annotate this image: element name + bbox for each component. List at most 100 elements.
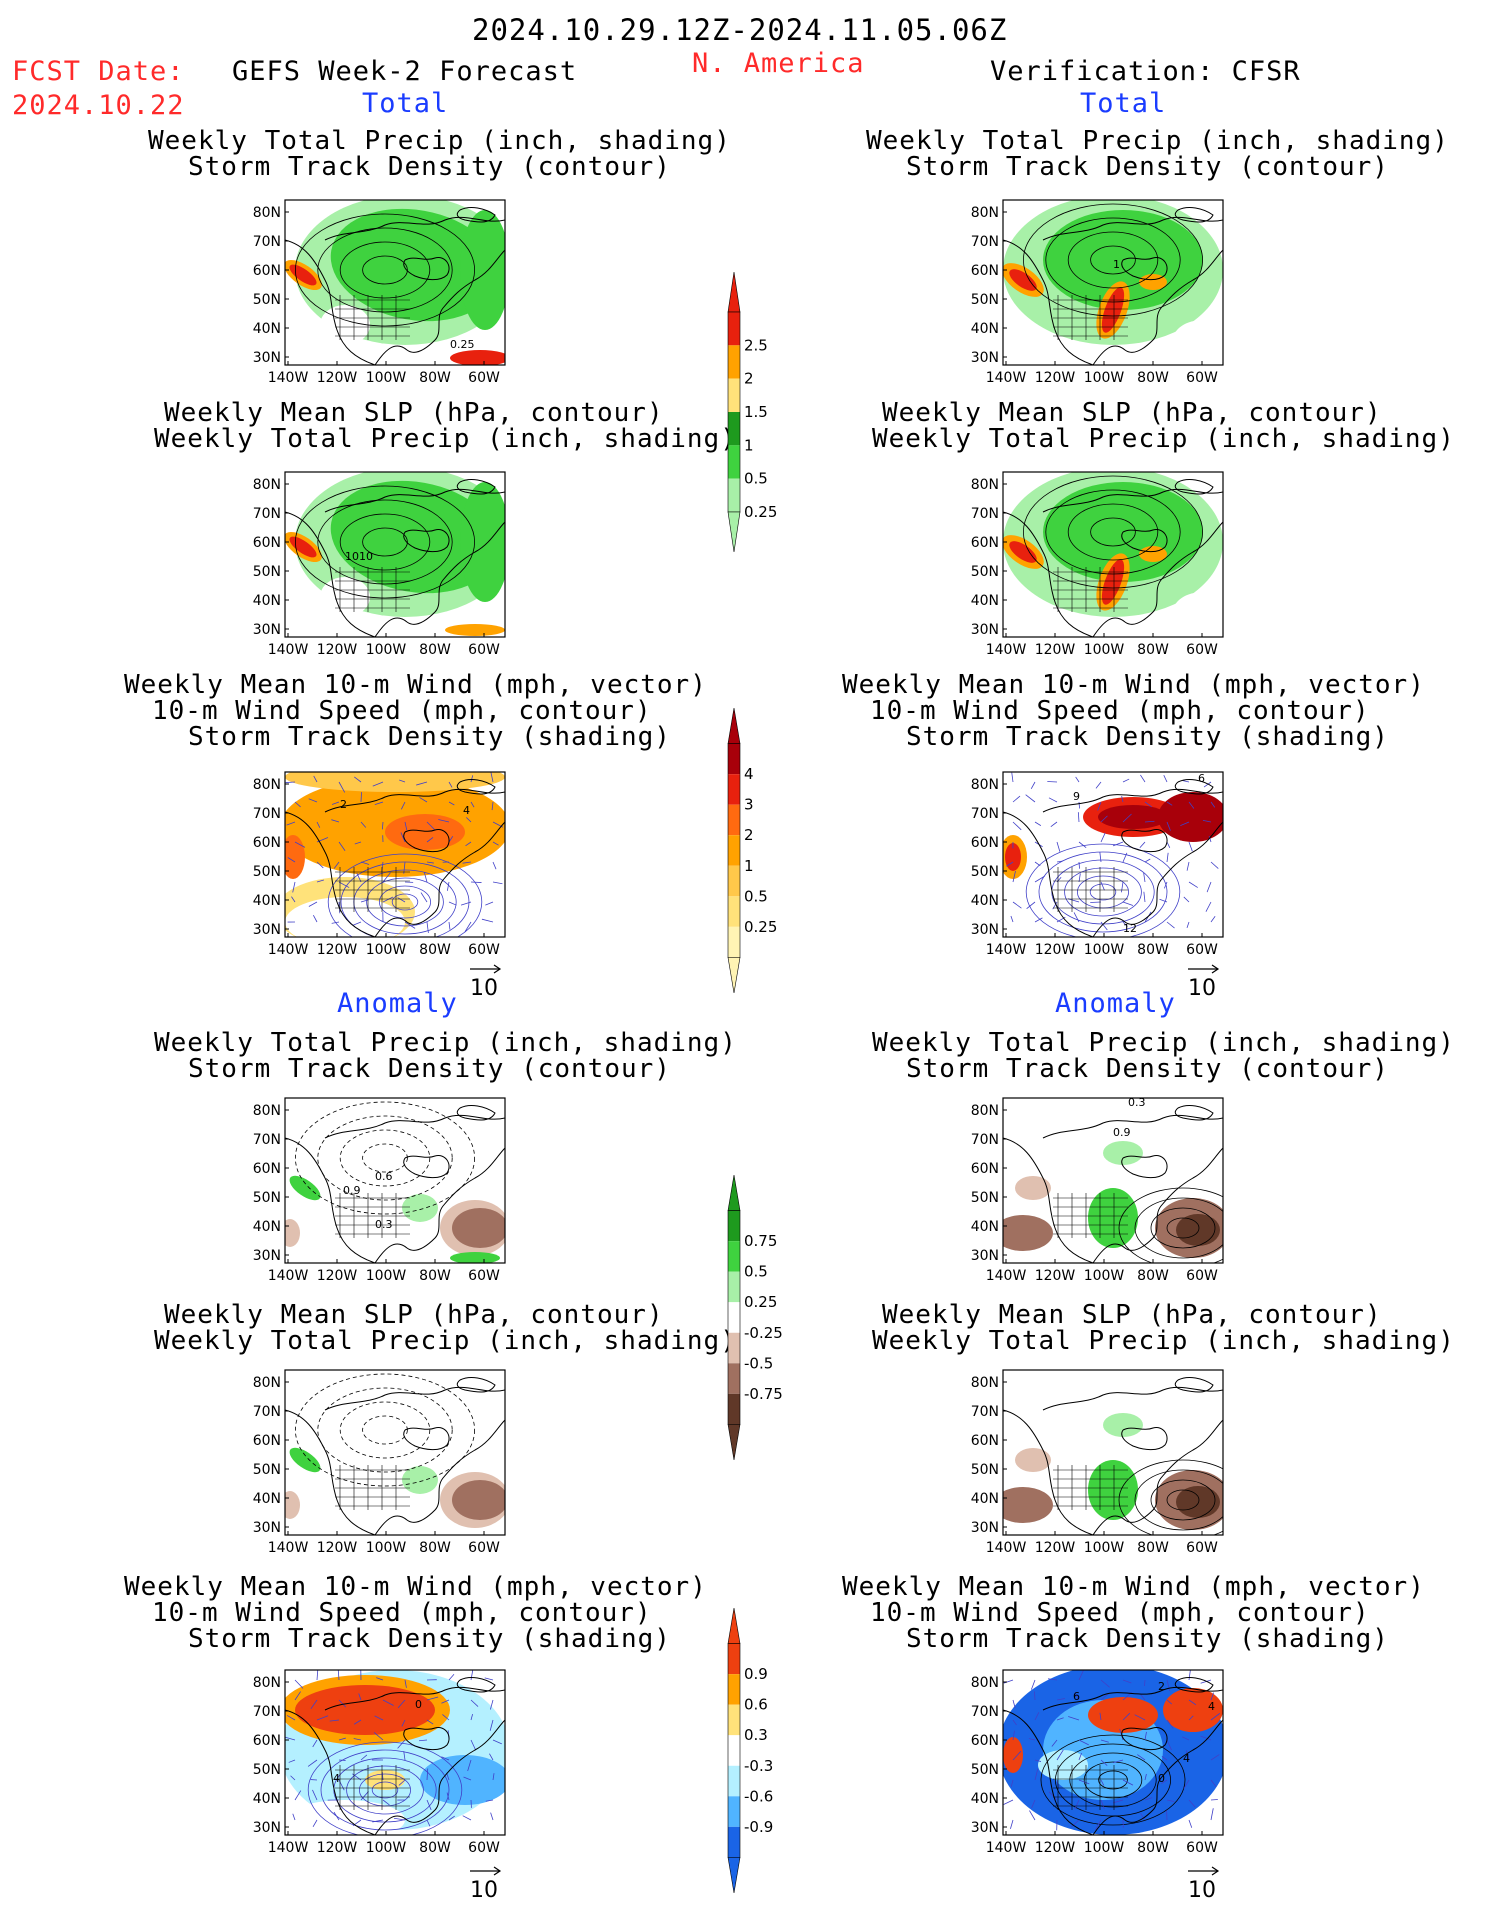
wind-vector [312, 1819, 318, 1827]
wind-vector [1143, 872, 1146, 883]
lon-tick-label: 60W [1186, 642, 1218, 658]
contour-value-label: 6 [1198, 772, 1205, 785]
lat-tick-label: 50N [253, 564, 281, 580]
wind-vector [1188, 881, 1198, 888]
coastline [285, 511, 376, 637]
lat-tick-label: 40N [971, 1791, 999, 1807]
coastline [1042, 216, 1223, 241]
precip-anomaly-shade [1088, 1460, 1138, 1520]
coastline [1003, 1709, 1094, 1835]
title-ob-wind-2: 10-m Wind Speed (mph, contour) [870, 696, 1370, 726]
wind-vector [448, 921, 451, 930]
wind-vector [448, 801, 455, 806]
lat-tick-label: 60N [971, 263, 999, 279]
wind-speed-contour [1089, 883, 1117, 901]
title-fa-slp-1: Weekly Mean SLP (hPa, contour) [164, 1300, 664, 1330]
wind-vector [426, 821, 435, 830]
lat-tick-label: 30N [971, 922, 999, 938]
wind-speed-contour [1040, 1734, 1186, 1826]
forecast-period-title: 2024.10.29.12Z-2024.11.05.06Z [472, 13, 1008, 47]
wind-vector [426, 861, 434, 864]
lat-tick-label: 40N [971, 593, 999, 609]
wind-vector [1100, 881, 1105, 891]
coastline [1003, 239, 1094, 365]
coastline [285, 1137, 376, 1263]
title-ob-slp-2: Weekly Total Precip (inch, shading) [872, 424, 1455, 454]
colorbar-total-track-density: 4 3 2 1 0.5 0.25 [727, 707, 808, 1003]
wind-vector [1056, 1698, 1065, 1701]
wind-vector [1078, 1779, 1090, 1785]
wind-vector [462, 1815, 472, 1821]
lat-tick-label: 60N [253, 263, 281, 279]
coastline [1174, 207, 1214, 223]
wind-vector [1183, 896, 1190, 903]
arrow-head [1211, 1866, 1220, 1876]
wind-vector [400, 832, 406, 843]
precip-anomaly-shade [289, 1175, 321, 1201]
wind-vector [1056, 1717, 1064, 1721]
colorbar-top-arrow [727, 1607, 741, 1644]
wind-vector [338, 1737, 346, 1741]
contour-line [295, 1101, 475, 1215]
wind-vector [290, 1775, 296, 1781]
map-fields: 0.9 0.6 0.3 [285, 1098, 505, 1263]
lon-tick-label: 60W [468, 942, 500, 958]
coastline [1121, 829, 1168, 853]
contour-value-label: 0.3 [1128, 1096, 1146, 1109]
wind-vector [381, 1771, 384, 1781]
coastline [1092, 1419, 1223, 1535]
wind-vector [1100, 1799, 1105, 1810]
title-fa-wind-1: Weekly Mean 10-m Wind (mph, vector) [124, 1572, 707, 1602]
wind-vector [1166, 1799, 1175, 1802]
wind-vector [308, 798, 318, 803]
wind-vector [1078, 1670, 1084, 1681]
arrow-head [493, 1866, 502, 1876]
coastline [1121, 529, 1168, 553]
wind-vector [1003, 1679, 1014, 1684]
wind-vector [1100, 815, 1108, 823]
lat-tick-label: 60N [253, 1433, 281, 1449]
contour-line [317, 227, 453, 313]
lat-tick-label: 80N [253, 1675, 281, 1691]
colorbar-tick-label: 2 [744, 826, 754, 844]
colorbar-swatch [728, 478, 740, 512]
coastline [456, 779, 496, 795]
lon-tick-label: 80W [419, 642, 451, 658]
lon-tick-label: 80W [1137, 1540, 1169, 1556]
wind-vector [333, 1811, 340, 1821]
title-fa-slp-2: Weekly Total Precip (inch, shading) [154, 1326, 737, 1356]
colorbar-tick-label: -0.9 [744, 1818, 773, 1836]
wind-vector [393, 1817, 406, 1821]
track-density-shade [1098, 805, 1168, 829]
wind-vector [1139, 841, 1146, 849]
track-anomaly-shade [295, 1685, 435, 1735]
contour-line [1067, 231, 1159, 289]
wind-vector [489, 1699, 494, 1710]
wind-vector [448, 1673, 455, 1681]
coastline [1042, 1114, 1223, 1139]
map-frame [284, 199, 506, 366]
lon-tick-label: 80W [419, 1268, 451, 1284]
lon-tick-label: 100W [1084, 942, 1125, 958]
wind-vector [372, 781, 384, 787]
map-area: 1010 80N 70N 60N 50N 40N 30N 140W 120W 100W 80W 60W [253, 471, 506, 658]
coastline [1174, 1105, 1214, 1121]
precip-anomaly-shade [1003, 1215, 1053, 1251]
wind-vector [358, 1693, 362, 1701]
coastline [1121, 1727, 1168, 1751]
colorbar-tick-label: 2 [744, 370, 754, 388]
lat-tick-label: 50N [971, 864, 999, 880]
lon-tick-label: 60W [468, 1268, 500, 1284]
map-area: 6 2 4 4 0 80N 70N 60N 50N 40N 30N 140W 120W 100W 80W 60… [971, 1669, 1224, 1856]
wind-vector [1112, 1759, 1124, 1764]
lon-tick-label: 120W [317, 370, 358, 386]
wind-vector [292, 881, 296, 893]
wind-vector [1182, 1736, 1190, 1741]
lon-tick-label: 100W [1084, 642, 1125, 658]
lon-tick-label: 80W [1137, 1268, 1169, 1284]
wind-vector [492, 841, 499, 846]
track-density-shade [1158, 792, 1223, 842]
lat-tick-label: 70N [253, 806, 281, 822]
wind-vector [1144, 858, 1151, 863]
wind-vector [374, 1715, 384, 1721]
